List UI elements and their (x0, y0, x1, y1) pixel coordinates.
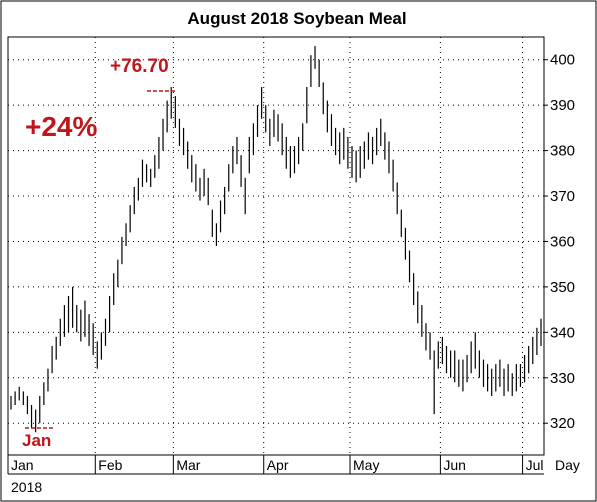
plot-area (7, 36, 545, 456)
price-bars (10, 46, 542, 433)
annotations: +76.70 +24% Jan (22, 56, 175, 450)
annotation-low-month: Jan (22, 431, 51, 450)
annotation-gain-points: +76.70 (110, 56, 169, 77)
year-label: 2018 (11, 479, 42, 495)
y-tick-label: 370 (550, 188, 575, 205)
x-axis: Jan Feb Mar Apr May Jun Jul (7, 455, 544, 474)
annotation-gain-percent: +24% (25, 111, 97, 142)
y-axis: 320 330 340 350 360 370 380 390 400 (544, 52, 575, 432)
y-tick-label: 390 (550, 97, 575, 114)
y-tick-label: 350 (550, 279, 575, 296)
y-tick-label: 400 (550, 52, 575, 69)
x-tick-label: Jan (11, 457, 34, 473)
y-tick-label: 320 (550, 415, 575, 432)
x-tick-label: Mar (176, 457, 200, 473)
x-tick-label: Feb (98, 457, 122, 473)
y-tick-label: 360 (550, 233, 575, 250)
x-tick-label: Jun (443, 457, 466, 473)
x-tick-label: Apr (267, 457, 289, 473)
y-tick-label: 330 (550, 370, 575, 387)
x-tick-label: May (353, 457, 379, 473)
y-tick-label: 340 (550, 324, 575, 341)
x-unit-label: Day (555, 457, 580, 473)
x-tick-label: Jul (526, 457, 544, 473)
chart-title: August 2018 Soybean Meal (187, 9, 406, 28)
y-tick-label: 380 (550, 143, 575, 160)
